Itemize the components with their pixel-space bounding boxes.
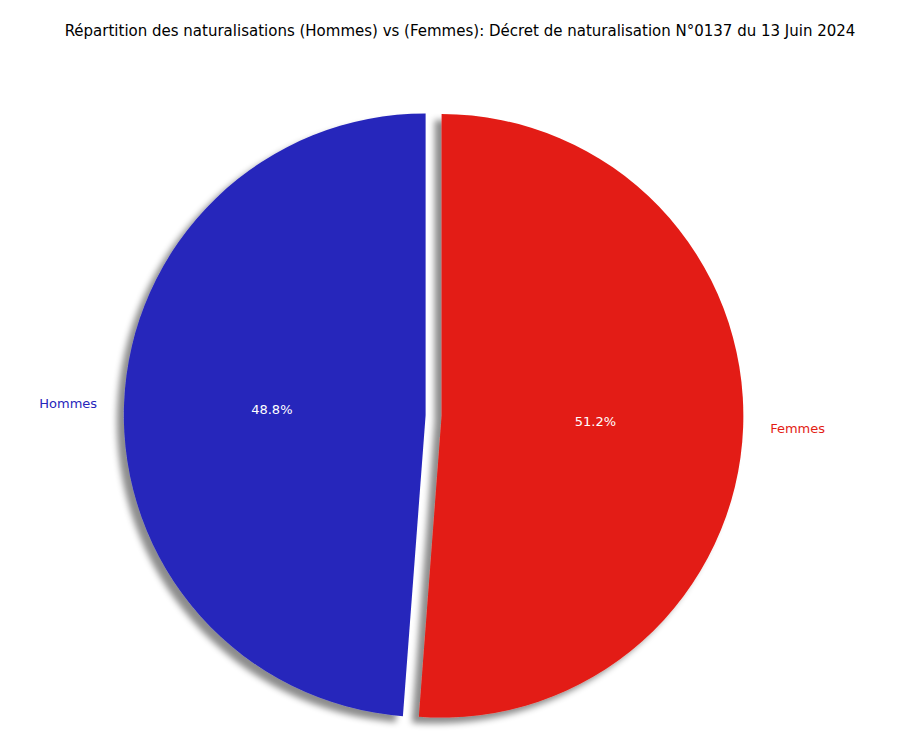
svg-text:48.8%: 48.8%	[251, 402, 292, 417]
svg-text:Hommes: Hommes	[39, 396, 97, 411]
svg-text:51.2%: 51.2%	[575, 414, 616, 429]
svg-text:Femmes: Femmes	[770, 421, 825, 436]
svg-text:Répartition des naturalisation: Répartition des naturalisations (Hommes)…	[65, 22, 856, 40]
